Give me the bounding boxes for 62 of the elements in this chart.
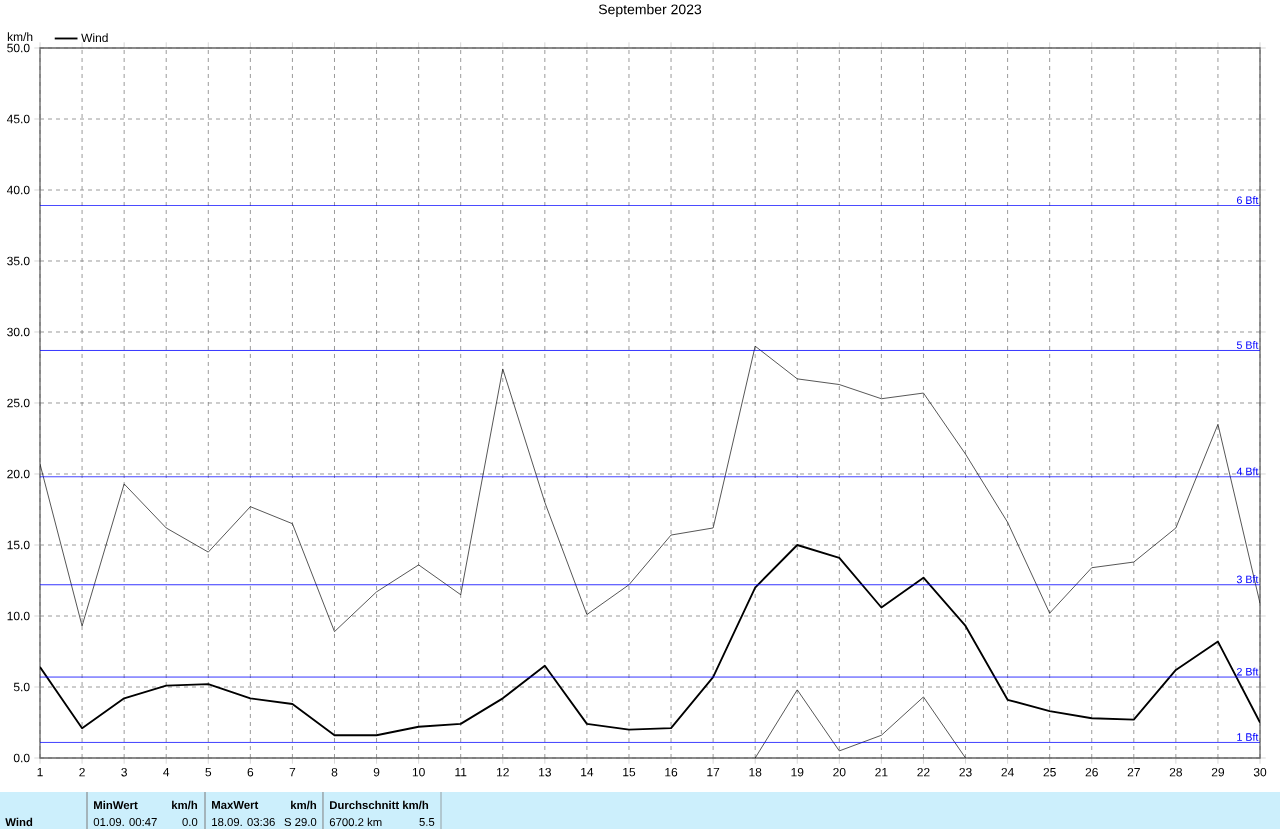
x-tick-label: 15: [623, 767, 636, 777]
text: 5.5: [419, 818, 435, 826]
x-tick-label: 13: [539, 767, 551, 777]
x-tick-label: 18: [749, 767, 762, 777]
x-tick-label: 24: [1001, 767, 1014, 777]
y-tick-label: 10.0: [7, 611, 30, 621]
x-tick-label: 7: [289, 767, 296, 777]
x-tick-label: 17: [707, 767, 720, 777]
x-tick-label: 14: [581, 767, 594, 777]
text: 18.09. 03:36: [212, 818, 275, 827]
y-tick-label: 50.0: [7, 43, 30, 53]
x-tick-label: 11: [455, 767, 467, 777]
x-tick-label: 21: [875, 767, 888, 777]
y-tick-label: 15.0: [7, 540, 30, 550]
y-tick-label: 40.0: [6, 185, 30, 195]
text: 0.0: [182, 818, 198, 827]
text: km/h: [291, 800, 317, 810]
x-tick-label: 25: [1043, 767, 1056, 777]
x-tick-label: 10: [412, 767, 425, 777]
ref-line-label: 6 Bft: [1237, 196, 1259, 205]
x-tick-label: 27: [1127, 767, 1140, 777]
x-tick-label: 1: [37, 767, 43, 777]
x-tick-label: 20: [833, 767, 846, 777]
x-tick-label: 4: [163, 767, 170, 777]
x-tick-label: 12: [497, 767, 509, 777]
x-tick-label: 16: [665, 767, 678, 777]
x-tick-label: 23: [959, 767, 972, 777]
text: 6700.2 km: [329, 817, 382, 827]
y-tick-label: 30.0: [7, 327, 30, 337]
y-tick-label: 5.0: [13, 682, 30, 692]
ref-line-label: 3 Bft: [1236, 575, 1259, 584]
y-tick-label: 20.0: [7, 469, 30, 479]
text: S 29.0: [284, 818, 317, 827]
y-tick-label: 35.0: [7, 256, 30, 266]
ref-line-label: 2 Bft: [1237, 667, 1259, 676]
text: MinWert: [94, 800, 138, 810]
text: Wind: [81, 33, 108, 43]
ref-line-label: 4 Bft: [1236, 467, 1259, 476]
y-tick-label: 45.0: [6, 114, 30, 124]
x-tick-label: 19: [791, 767, 804, 777]
x-tick-label: 22: [917, 767, 930, 777]
text: km/h: [172, 800, 198, 810]
y-axis-title: km/h: [7, 32, 33, 42]
x-tick-label: 26: [1085, 767, 1098, 777]
x-tick-label: 6: [247, 767, 254, 777]
y-tick-label: 25.0: [7, 398, 30, 408]
y-tick-label: 0.0: [13, 753, 30, 763]
x-tick-label: 9: [373, 767, 380, 777]
text: 01.09. 00:47: [93, 818, 157, 827]
x-tick-label: 3: [121, 767, 127, 777]
x-tick-label: 2: [79, 767, 85, 777]
x-tick-label: 29: [1211, 767, 1225, 777]
text: MaxWert: [212, 801, 259, 809]
chart-title: September 2023: [598, 4, 702, 18]
x-tick-label: 8: [331, 767, 338, 777]
ref-line-label: 5 Bft: [1236, 341, 1259, 349]
x-tick-label: 30: [1253, 767, 1267, 777]
x-tick-label: 28: [1169, 767, 1183, 777]
text: Durchschnitt km/h: [330, 800, 429, 810]
text: Wind: [5, 817, 33, 827]
ref-line-label: 1 Bft: [1237, 732, 1259, 741]
x-tick-label: 5: [205, 767, 212, 777]
